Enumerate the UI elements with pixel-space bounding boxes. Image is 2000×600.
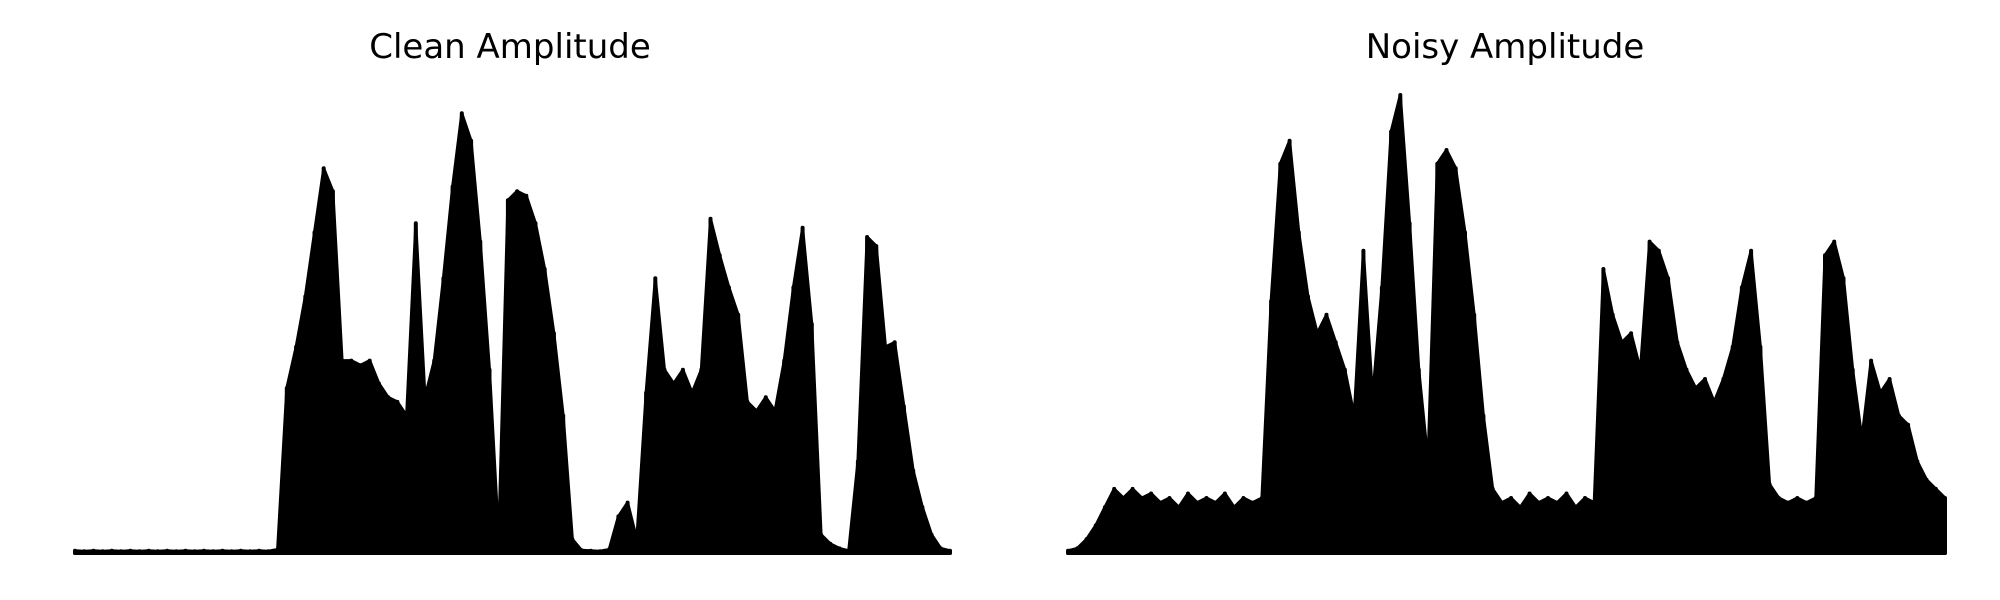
clean-amplitude-plot (73, 111, 952, 555)
clean-amplitude-panel: Clean Amplitude (73, 27, 952, 555)
noisy-amplitude-plot (1066, 93, 1947, 555)
clean-amplitude-title: Clean Amplitude (369, 27, 651, 67)
noisy-amplitude-panel: Noisy Amplitude (1066, 27, 1947, 555)
noisy-amplitude-title: Noisy Amplitude (1366, 27, 1645, 67)
